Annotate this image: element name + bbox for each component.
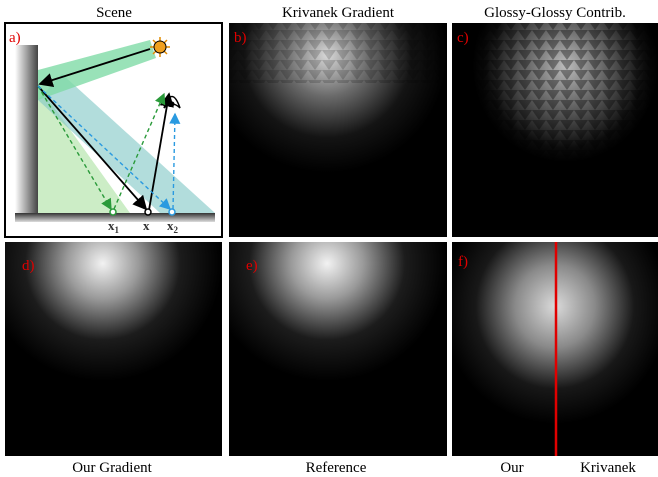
render-noise: [229, 23, 447, 83]
scene-panel: x1 x x2: [5, 23, 222, 237]
render-image: [5, 242, 222, 456]
caption: Reference: [306, 460, 367, 476]
title: Scene: [96, 5, 132, 21]
panel-label: b): [234, 30, 247, 46]
point-label: x: [143, 218, 150, 233]
title: Krivanek Gradient: [282, 5, 395, 21]
caption: Krivanek: [580, 460, 636, 476]
render-noise: [452, 23, 658, 173]
figure: Scene Krivanek Gradient Glossy-Glossy Co…: [0, 0, 658, 477]
panel-label: d): [22, 258, 35, 274]
panel-label: c): [457, 30, 469, 46]
panel-label: e): [246, 258, 258, 274]
caption: Our: [500, 460, 523, 476]
caption: Our Gradient: [72, 460, 152, 476]
render-image: [229, 242, 447, 456]
panel-label: a): [9, 30, 21, 46]
title: Glossy-Glossy Contrib.: [484, 5, 626, 21]
panel-label: f): [458, 254, 468, 270]
